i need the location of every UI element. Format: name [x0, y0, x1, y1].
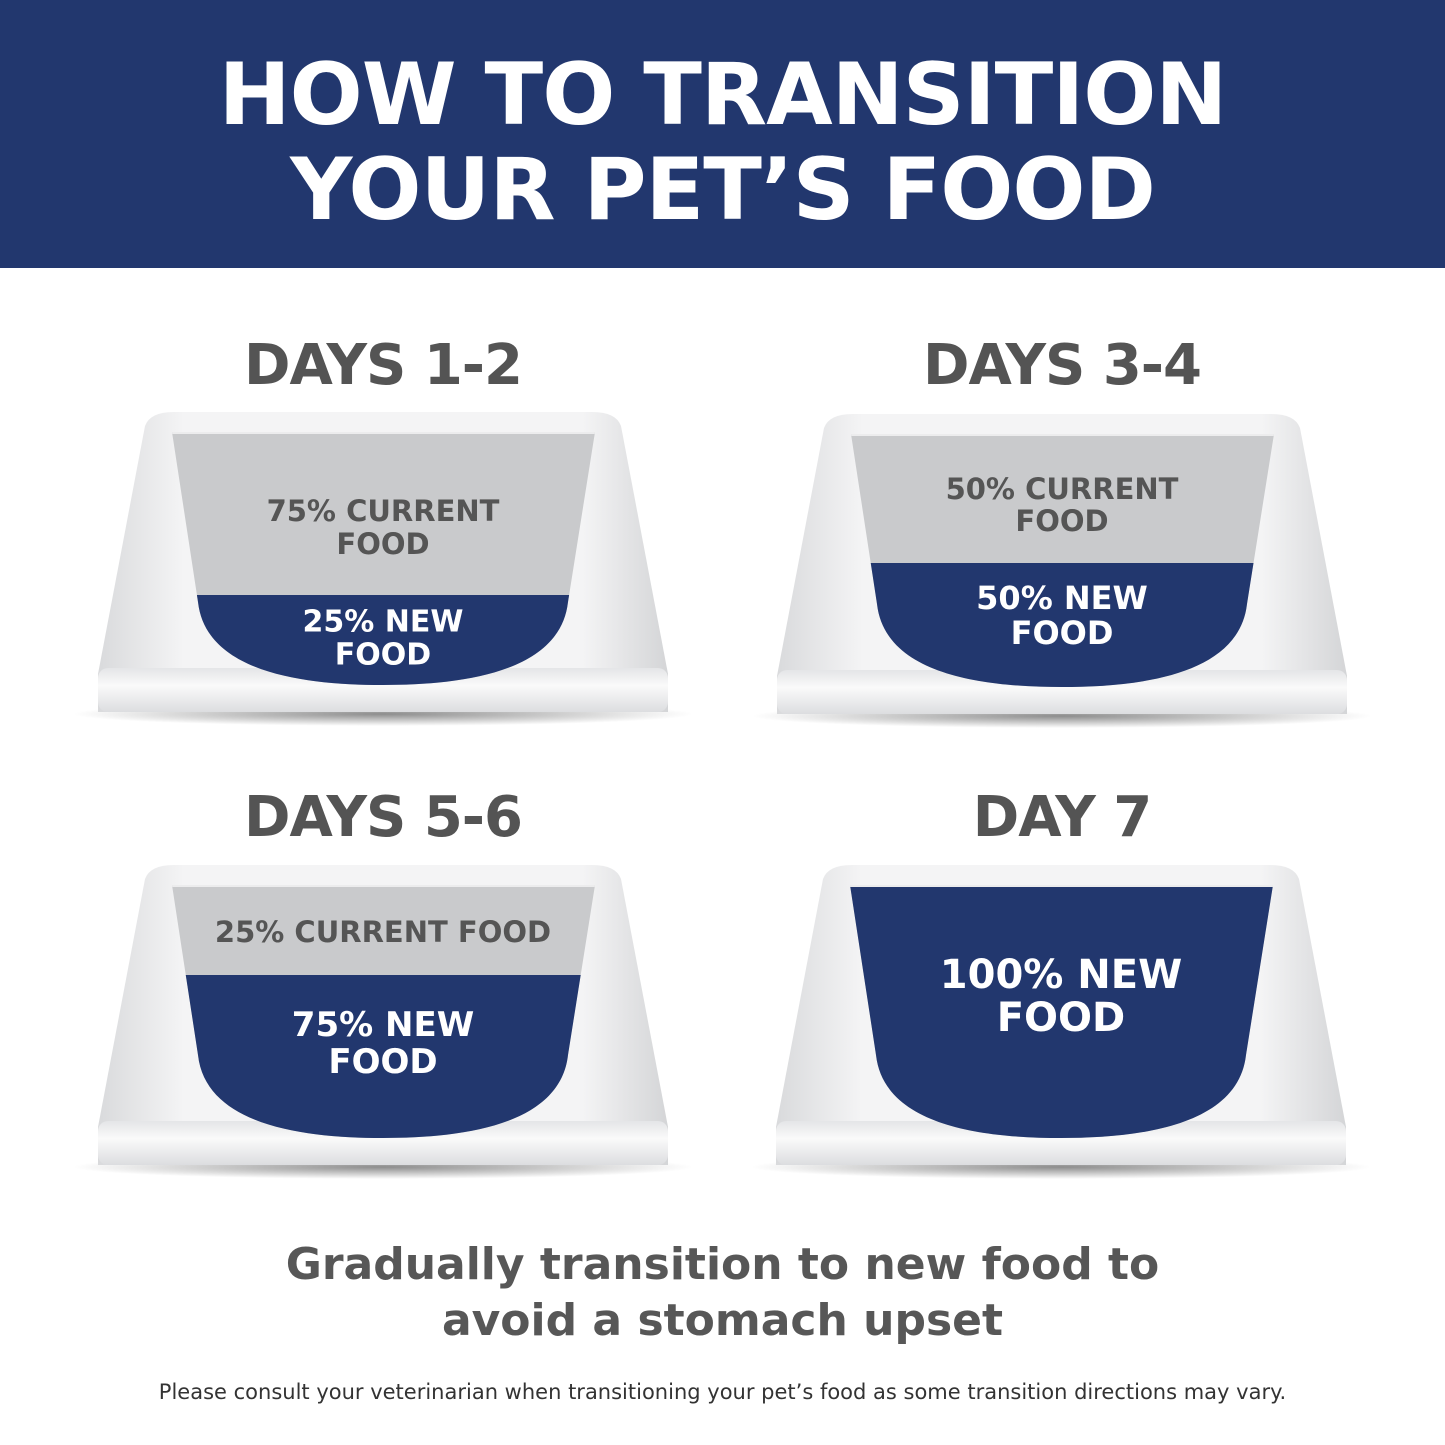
bowl-stage-3: 25% CURRENT FOOD 75% NEW FOOD — [73, 865, 693, 1205]
bowl-stage-4: 100% NEW FOOD — [751, 865, 1371, 1205]
cavity-rim — [851, 434, 1274, 436]
stage-3-label: DAYS 5-6 — [243, 785, 523, 850]
new-food-label: FOOD — [997, 995, 1126, 1041]
new-food-label: 25% NEW — [303, 605, 464, 640]
current-food-label: FOOD — [1015, 504, 1108, 538]
new-food-label: 50% NEW — [976, 579, 1148, 617]
bowl-base-lip — [98, 668, 668, 712]
new-food-label: FOOD — [1011, 614, 1114, 652]
new-food-fill — [850, 887, 1273, 1138]
new-food-label: FOOD — [328, 1042, 437, 1082]
current-food-label: FOOD — [336, 527, 429, 561]
stage-4-label: DAY 7 — [972, 785, 1152, 850]
new-food-label: 75% NEW — [292, 1005, 474, 1045]
tagline-line-2: avoid a stomach upset — [441, 1295, 1004, 1346]
title-line-2: YOUR PET’S FOOD — [290, 140, 1156, 240]
bowl-base-lip — [777, 670, 1347, 714]
title-line-1: HOW TO TRANSITION — [218, 45, 1228, 145]
stage-1-label: DAYS 1-2 — [243, 333, 523, 398]
disclaimer-note: Please consult your veterinarian when tr… — [158, 1380, 1287, 1404]
bowl-base-lip — [98, 1121, 668, 1165]
cavity-rim — [850, 885, 1273, 887]
current-food-label: 50% CURRENT — [946, 472, 1179, 506]
header-banner: HOW TO TRANSITION YOUR PET’S FOOD — [0, 0, 1445, 268]
new-food-fill — [172, 975, 595, 1138]
new-food-label: FOOD — [335, 638, 431, 673]
current-food-label: 75% CURRENT — [267, 494, 500, 528]
current-food-label: 25% CURRENT FOOD — [215, 915, 551, 949]
bowl-base-lip — [776, 1121, 1346, 1165]
bowl-stage-1: 75% CURRENT FOOD 25% NEW FOOD — [73, 412, 693, 752]
cavity-rim — [172, 885, 595, 887]
bowl-stage-2: 50% CURRENT FOOD 50% NEW FOOD — [752, 414, 1372, 754]
tagline-line-1: Gradually transition to new food to — [285, 1239, 1160, 1290]
new-food-label: 100% NEW — [940, 952, 1182, 998]
stage-2-label: DAYS 3-4 — [922, 333, 1202, 398]
cavity-rim — [172, 432, 595, 434]
